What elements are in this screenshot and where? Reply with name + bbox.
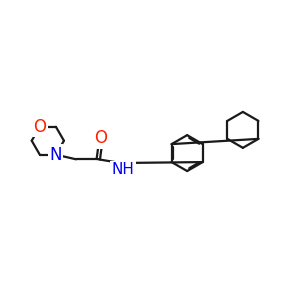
Text: NH: NH	[112, 162, 134, 177]
Text: O: O	[94, 129, 107, 147]
Text: N: N	[50, 146, 62, 164]
Text: O: O	[33, 118, 46, 136]
